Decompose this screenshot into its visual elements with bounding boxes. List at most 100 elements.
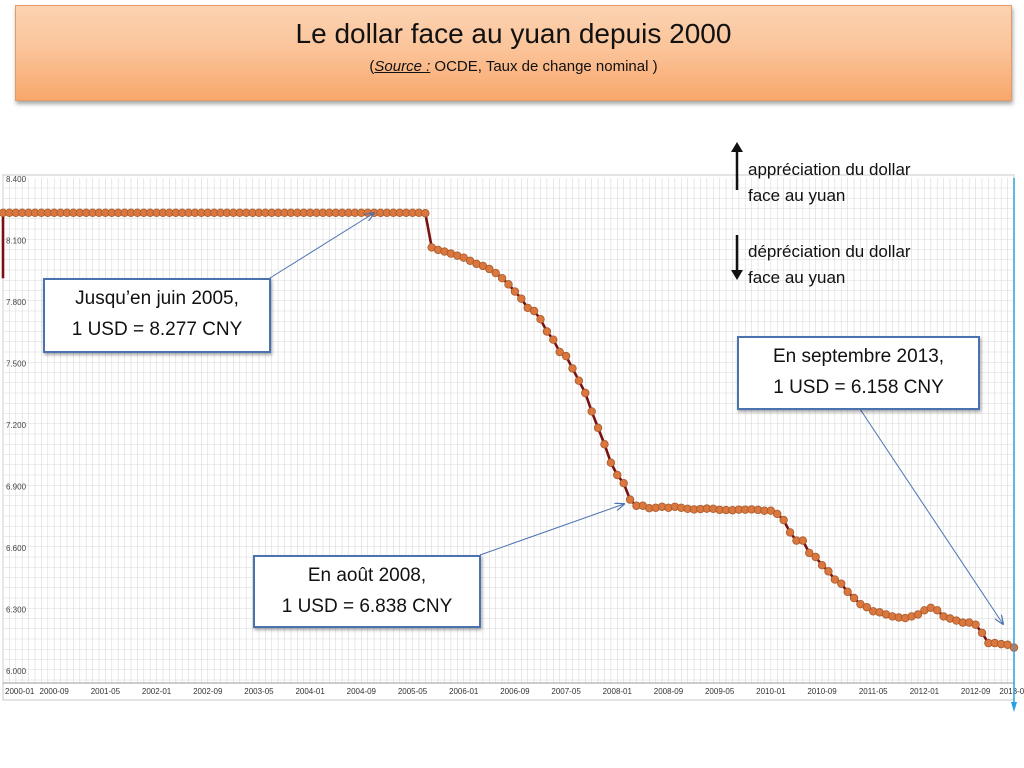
data-point <box>510 287 520 296</box>
data-point <box>779 515 788 525</box>
subtitle-open-paren: ( <box>369 58 375 75</box>
x-tick-label: 2002-09 <box>193 687 223 696</box>
callout-june2005: Jusqu’en juin 2005, 1 USD = 8.277 CNY <box>43 278 271 353</box>
callout-aug2008: En août 2008, 1 USD = 6.838 CNY <box>253 555 481 628</box>
data-point <box>491 268 500 278</box>
y-tick-label: 7.200 <box>6 421 27 430</box>
callout-sep2013: En septembre 2013, 1 USD = 6.158 CNY <box>737 336 980 410</box>
arrow-down-icon <box>731 235 743 280</box>
data-point <box>504 280 513 289</box>
y-tick-label: 6.000 <box>6 667 27 676</box>
x-tick-label: 2012-09 <box>961 687 991 696</box>
data-point <box>811 552 820 562</box>
data-point <box>805 548 814 558</box>
pointer-aug2008 <box>479 504 624 556</box>
data-point <box>593 423 603 433</box>
data-point <box>830 575 840 584</box>
data-point <box>587 407 596 416</box>
pointer-sep2013 <box>859 408 1003 624</box>
data-point <box>606 458 616 467</box>
callout-aug2008-line2: 1 USD = 6.838 CNY <box>281 596 453 617</box>
x-tick-label: 2003-05 <box>244 687 274 696</box>
legend-up-line2: face au yuan <box>748 186 846 205</box>
data-point <box>529 306 539 316</box>
arrow-up-icon <box>731 142 743 190</box>
cursor-marker <box>1011 702 1017 712</box>
x-tick-label: 2008-09 <box>654 687 684 696</box>
x-tick-label: 2006-01 <box>449 687 479 696</box>
data-point <box>843 587 852 597</box>
data-point <box>485 264 494 274</box>
data-point <box>971 620 980 629</box>
x-tick-label: 2010-01 <box>756 687 786 696</box>
x-tick-label: 2005-05 <box>398 687 428 696</box>
x-tick-label: 2011-05 <box>859 687 888 696</box>
data-point <box>497 274 507 283</box>
data-point <box>517 294 526 303</box>
data-point <box>837 579 846 588</box>
callout-june2005-line1: Jusqu’en juin 2005, <box>75 288 239 309</box>
axis-labels: 8.400 8.100 7.800 7.500 7.200 6.900 6.600 6.300… <box>5 175 1024 696</box>
data-point <box>824 567 833 576</box>
data-point <box>933 606 942 615</box>
data-point <box>581 388 590 398</box>
y-tick-label: 6.300 <box>6 606 27 615</box>
data-point <box>600 440 609 449</box>
x-tick-label: 2006-09 <box>500 687 530 696</box>
data-point <box>421 209 430 218</box>
x-tick-label: 2012-01 <box>910 687 940 696</box>
data-point <box>619 479 628 488</box>
data-point <box>862 603 872 612</box>
data-point <box>574 376 584 385</box>
data-point <box>549 335 558 344</box>
y-tick-label: 6.900 <box>6 483 27 492</box>
data-point <box>977 628 987 638</box>
data-point <box>817 561 827 570</box>
pointer-june2005 <box>269 213 374 279</box>
title-banner: Le dollar face au yuan depuis 2000 (Sour… <box>15 5 1012 101</box>
x-tick-label: 2007-05 <box>551 687 581 696</box>
callout-sep2013-line2: 1 USD = 6.158 CNY <box>773 377 944 398</box>
data-point <box>625 495 635 504</box>
data-point <box>561 351 571 361</box>
legend-up-line1: appréciation du dollar <box>748 160 911 179</box>
y-tick-label: 7.500 <box>6 360 27 369</box>
x-tick-label: 2013-05 <box>999 687 1024 696</box>
callout-aug2008-line1: En août 2008, <box>307 565 427 586</box>
legend-depreciation: dépréciation du dollar face au yuan <box>748 239 911 291</box>
data-point <box>849 593 859 603</box>
y-tick-label: 8.100 <box>6 237 27 246</box>
y-tick-label: 7.800 <box>6 298 27 307</box>
data-point <box>773 509 782 519</box>
data-point <box>542 327 552 336</box>
data-point <box>568 364 577 373</box>
data-point <box>555 347 564 357</box>
x-tick-label: 2001-05 <box>91 687 121 696</box>
x-tick-label: 2009-05 <box>705 687 735 696</box>
chart-title: Le dollar face au yuan depuis 2000 <box>295 18 732 49</box>
data-point <box>785 528 795 537</box>
x-tick-label: 2002-01 <box>142 687 172 696</box>
grid <box>2 178 1015 684</box>
x-tick-label: 2000-09 <box>40 687 70 696</box>
x-tick-label: 2000-01 <box>5 687 35 696</box>
legend-down-line2: face au yuan <box>748 268 846 287</box>
x-tick-label: 2004-09 <box>347 687 377 696</box>
data-point <box>913 610 923 619</box>
data-point <box>798 536 808 545</box>
x-tick-label: 2010-09 <box>807 687 837 696</box>
subtitle-source-label: Source : <box>374 58 431 75</box>
data-point <box>613 470 622 480</box>
x-tick-label: 2004-01 <box>295 687 325 696</box>
data-point <box>536 315 545 324</box>
y-tick-label: 6.600 <box>6 544 27 553</box>
series-markers <box>0 208 1019 652</box>
callout-june2005-line2: 1 USD = 8.277 CNY <box>71 319 243 340</box>
subtitle-source-text: OCDE, Taux de change nominal ) <box>430 58 658 75</box>
x-tick-label: 2008-01 <box>603 687 633 696</box>
legend-appreciation: appréciation du dollar face au yuan <box>748 157 911 209</box>
y-tick-label: 8.400 <box>6 175 27 184</box>
chart-subtitle: (Source : OCDE, Taux de change nominal ) <box>16 58 1011 75</box>
legend-down-line1: dépréciation du dollar <box>748 242 911 261</box>
